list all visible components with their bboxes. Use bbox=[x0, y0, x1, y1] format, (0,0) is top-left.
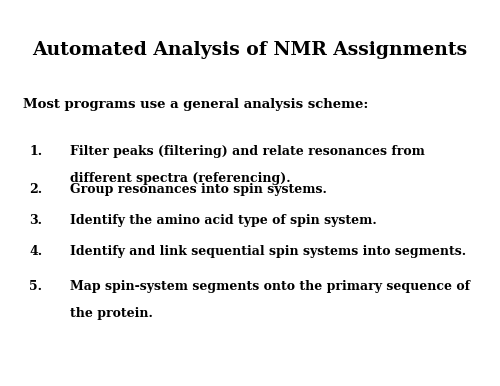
Text: Automated Analysis of NMR Assignments: Automated Analysis of NMR Assignments bbox=[32, 41, 468, 59]
Text: 3.: 3. bbox=[30, 214, 43, 227]
Text: Identify and link sequential spin systems into segments.: Identify and link sequential spin system… bbox=[70, 245, 466, 258]
Text: 4.: 4. bbox=[30, 245, 43, 258]
Text: Identify the amino acid type of spin system.: Identify the amino acid type of spin sys… bbox=[70, 214, 377, 227]
Text: Group resonances into spin systems.: Group resonances into spin systems. bbox=[70, 183, 327, 196]
Text: the protein.: the protein. bbox=[70, 307, 153, 320]
Text: Map spin-system segments onto the primary sequence of: Map spin-system segments onto the primar… bbox=[70, 280, 470, 293]
Text: Most programs use a general analysis scheme:: Most programs use a general analysis sch… bbox=[22, 98, 368, 112]
Text: 1.: 1. bbox=[30, 145, 43, 158]
Text: 2.: 2. bbox=[30, 183, 43, 196]
Text: Filter peaks (filtering) and relate resonances from: Filter peaks (filtering) and relate reso… bbox=[70, 145, 425, 158]
Text: 5.: 5. bbox=[30, 280, 43, 293]
Text: different spectra (referencing).: different spectra (referencing). bbox=[70, 172, 290, 185]
